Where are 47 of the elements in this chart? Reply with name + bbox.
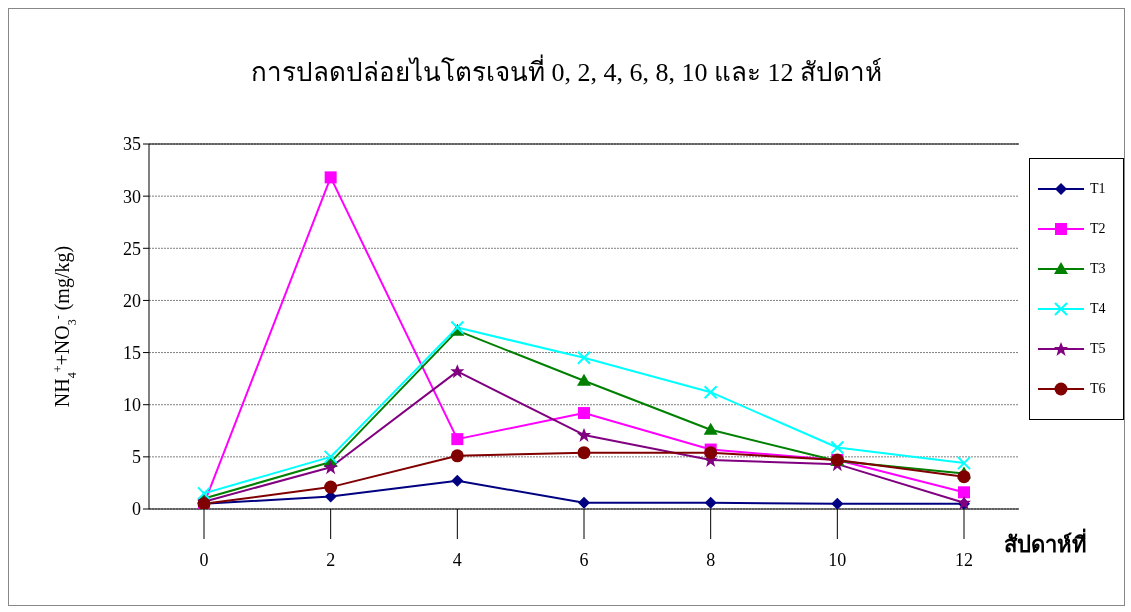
point: [703, 385, 718, 400]
x-tick-label: 0: [199, 549, 209, 570]
x-tick-label: 12: [955, 549, 973, 570]
point: [451, 474, 464, 487]
legend-label: T3: [1090, 261, 1106, 277]
point: [323, 460, 338, 475]
point: [324, 480, 338, 494]
y-tick-label: 25: [123, 238, 141, 259]
y-tick-label: 20: [123, 290, 141, 311]
y-tick-label: 15: [123, 342, 141, 363]
point: [324, 171, 337, 184]
y-tick-label: 0: [132, 499, 141, 520]
point: [450, 449, 464, 463]
x-axis-title: สัปดาห์ที่: [1004, 527, 1087, 559]
point: [578, 496, 590, 509]
y-tick-label: 10: [123, 395, 141, 416]
y-tick-label: 5: [132, 447, 141, 468]
y-tick-label: 35: [123, 134, 141, 155]
point: [831, 497, 844, 509]
legend-label: T6: [1090, 381, 1106, 397]
point: [197, 486, 211, 501]
point: [577, 373, 591, 386]
point: [957, 470, 971, 484]
x-tick-label: 10: [828, 549, 847, 570]
chart-title: การปลดปล่อยไนโตรเจนที่ 0, 2, 4, 6, 8, 10 และ 12 สัปดาห์: [250, 53, 883, 89]
point: [703, 422, 718, 435]
point: [578, 407, 590, 420]
legend-label: T2: [1090, 221, 1106, 237]
point: [577, 350, 591, 365]
x-tick-label: 6: [579, 549, 589, 570]
x-tick-label: 4: [452, 549, 462, 570]
point: [577, 427, 591, 442]
x-tick-label: 2: [326, 549, 336, 570]
point: [451, 433, 464, 446]
legend-label: T4: [1090, 301, 1106, 317]
x-tick-label: 8: [706, 549, 716, 570]
point: [957, 456, 971, 471]
y-tick-label: 30: [123, 186, 141, 207]
point: [577, 446, 591, 460]
point: [958, 486, 970, 499]
legend-label: T1: [1090, 181, 1106, 197]
legend-label: T5: [1090, 341, 1106, 357]
point: [323, 449, 338, 464]
point: [704, 496, 717, 509]
point: [704, 446, 718, 460]
point: [450, 364, 465, 379]
point: [830, 440, 845, 455]
